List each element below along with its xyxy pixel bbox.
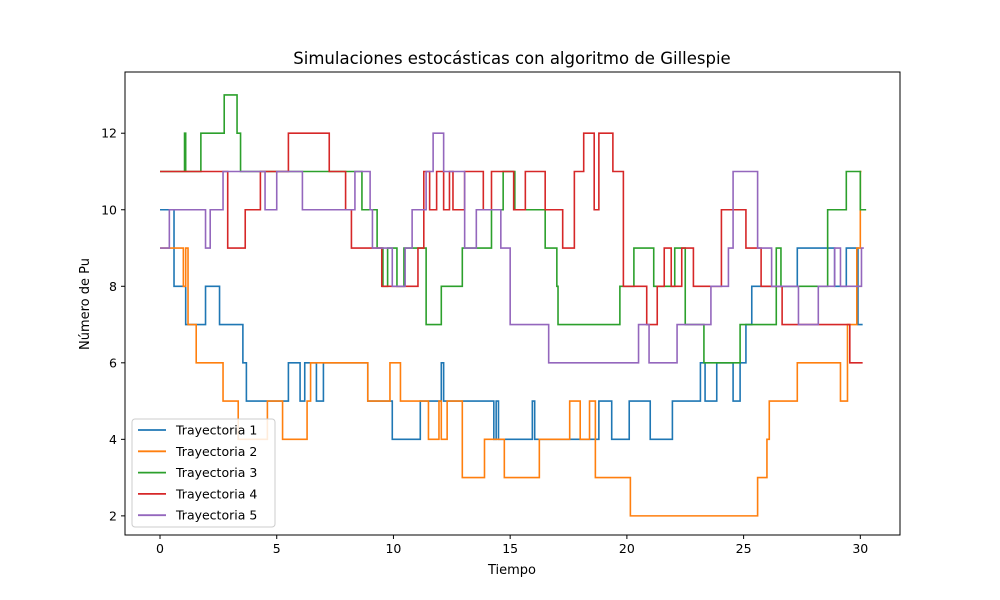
series-layer — [160, 94, 867, 517]
legend-entry-5: Trayectoria 5 — [175, 508, 257, 523]
x-tick-label: 20 — [619, 541, 635, 556]
series-line-2 — [160, 170, 862, 517]
y-axis-label: Número de Pu — [78, 258, 93, 350]
legend-entry-4: Trayectoria 4 — [175, 486, 257, 501]
y-tick-label: 6 — [109, 355, 117, 370]
x-axis-label: Tiempo — [487, 563, 536, 578]
y-tick-label: 10 — [101, 202, 117, 217]
legend-entry-3: Trayectoria 3 — [175, 465, 257, 480]
series-line-5 — [160, 132, 864, 364]
x-axis: 0 5 10 15 20 25 30 — [156, 535, 868, 556]
legend-box — [131, 418, 276, 528]
legend: Trayectoria 1 Trayectoria 2 Trayectoria 3 T… — [131, 418, 276, 528]
series-line-3 — [160, 94, 867, 364]
y-tick-label: 8 — [109, 279, 117, 294]
plot-frame — [124, 71, 901, 536]
legend-entry-1: Trayectoria 1 — [175, 423, 257, 438]
x-tick-label: 30 — [852, 541, 868, 556]
y-axis: 2 4 6 8 10 12 — [101, 126, 125, 523]
legend-entry-2: Trayectoria 2 — [175, 444, 257, 459]
x-tick-label: 15 — [502, 541, 518, 556]
y-tick-label: 2 — [109, 508, 117, 523]
y-tick-label: 12 — [101, 126, 117, 141]
x-tick-label: 25 — [736, 541, 752, 556]
x-tick-label: 5 — [273, 541, 281, 556]
chart-title: Simulaciones estocásticas con algoritmo … — [293, 49, 730, 68]
y-tick-label: 4 — [109, 432, 117, 447]
x-tick-label: 10 — [385, 541, 401, 556]
x-tick-label: 0 — [156, 541, 164, 556]
